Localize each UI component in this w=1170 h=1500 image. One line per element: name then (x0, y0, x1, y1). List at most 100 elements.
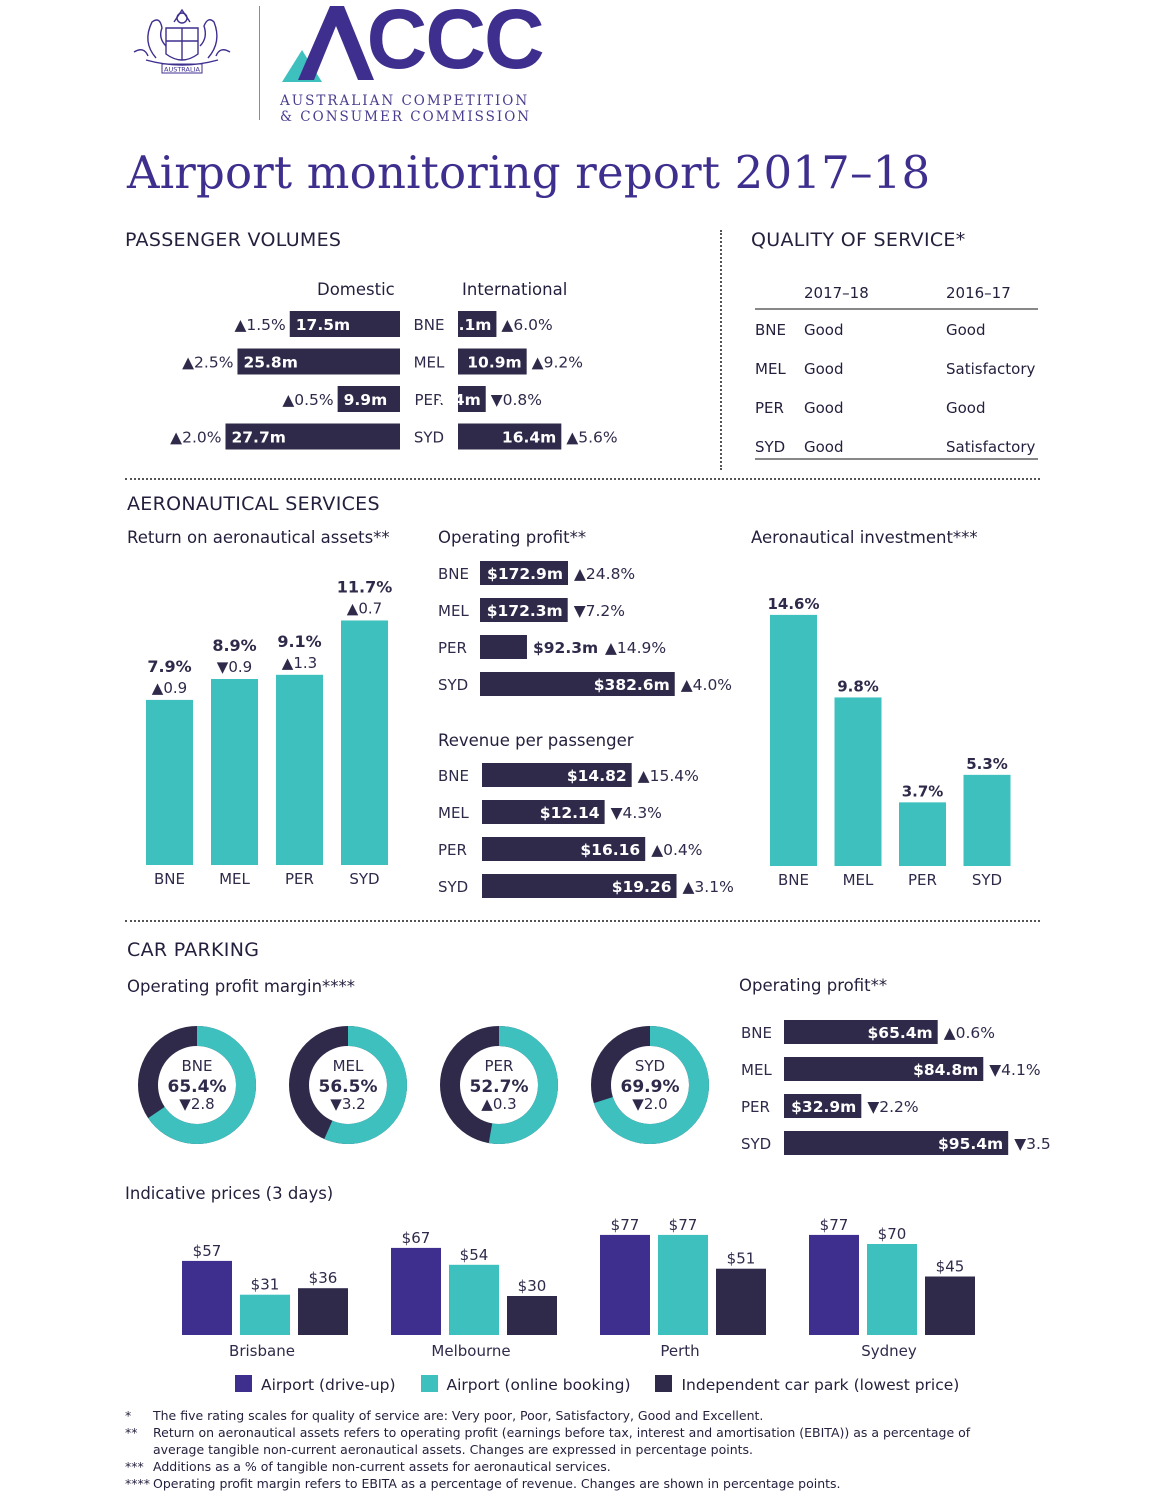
investment-value-label: 14.6% (767, 595, 819, 613)
donut-airport-label: MEL (333, 1057, 364, 1075)
pv-domestic-label: 17.5m (296, 316, 350, 334)
price-value-label: $70 (878, 1225, 907, 1243)
footnote-text: Operating profit margin refers to EBITA … (153, 1476, 841, 1491)
pv-domestic-bar (237, 348, 400, 375)
footnote: average tangible non-current aeronautica… (125, 1441, 1065, 1458)
qos-rating-2017: Good (804, 320, 844, 339)
hbar-value-label: $172.9m (487, 565, 563, 583)
price-bar (391, 1247, 441, 1335)
price-city-label: Perth (660, 1342, 699, 1360)
price-bar (182, 1260, 232, 1335)
price-bar (809, 1234, 859, 1335)
donut-change-label: ▲0.3 (481, 1095, 516, 1113)
hbar-change-label: ▲0.6% (944, 1024, 995, 1042)
hbar-change-label: ▲4.0% (681, 676, 732, 694)
pv-intl-change: ▲6.0% (501, 316, 552, 334)
legend-online: Airport (online booking) (420, 1375, 631, 1394)
hbar-category-label: MEL (438, 804, 469, 822)
hbar-value-label: $84.8m (913, 1061, 978, 1079)
hbar-change-label: ▼2.2% (867, 1098, 918, 1116)
donut-margin-arc (138, 1026, 256, 1144)
pv-domestic-change: ▲0.5% (282, 391, 333, 409)
roa-value-label: 8.9% (212, 636, 256, 655)
crest-label: AUSTRALIA (164, 66, 201, 74)
hbar-category-label: MEL (438, 602, 469, 620)
hbar (480, 598, 568, 622)
price-bar (925, 1276, 975, 1335)
hbar-change-label: ▼4.1% (989, 1061, 1040, 1079)
investment-category-label: PER (908, 871, 937, 889)
investment-value-label: 9.8% (837, 677, 879, 695)
header-divider (259, 6, 260, 120)
hbar-category-label: SYD (438, 676, 468, 694)
quality-table-bottom-rule (755, 458, 1038, 460)
footnote-text: Additions as a % of tangible non-current… (153, 1459, 611, 1474)
legend-label-drive-up: Airport (drive-up) (261, 1376, 396, 1394)
pv-domestic-bar (225, 423, 400, 450)
investment-bar (834, 697, 882, 866)
investment-bar (770, 614, 817, 866)
qos-col-2016: 2016–17 (946, 278, 1038, 310)
price-value-label: $54 (460, 1246, 489, 1264)
footnote-text: Return on aeronautical assets refers to … (153, 1425, 971, 1440)
pv-domestic-change: ▲2.0% (170, 429, 221, 447)
footnote: **** Operating profit margin refers to EB… (125, 1475, 1065, 1492)
price-bar (716, 1268, 766, 1335)
revenue-per-passenger-chart: BNE $14.82 ▲15.4% MEL $12.14 ▼4.3% PER $16.16 ▲0… (438, 763, 734, 898)
price-bar (449, 1264, 499, 1335)
qos-row: MEL Good Satisfactory (755, 349, 1038, 388)
qos-airport: PER (755, 398, 784, 417)
pv-domestic-label: 25.8m (243, 354, 297, 372)
pv-intl-bar (458, 386, 486, 412)
roa-category-label: MEL (219, 870, 250, 888)
margin-title: Operating profit margin**** (127, 977, 356, 996)
price-city-label: Melbourne (431, 1342, 510, 1360)
price-bar (507, 1296, 557, 1335)
footnote-mark: **** (125, 1476, 150, 1491)
price-value-label: $57 (193, 1242, 222, 1260)
legend-independent: Independent car park (lowest price) (655, 1375, 959, 1394)
pv-domestic-bar (289, 311, 400, 337)
hbar-category-label: PER (438, 841, 467, 859)
legend-swatch-drive-up (235, 1375, 252, 1392)
investment-category-label: MEL (843, 871, 874, 889)
investment-value-label: 3.7% (902, 782, 944, 800)
roa-title: Return on aeronautical assets** (127, 528, 390, 547)
legend-drive-up: Airport (drive-up) (235, 1375, 396, 1394)
footnote-mark: * (125, 1408, 132, 1423)
international-label: International (462, 280, 568, 299)
footnote: ** Return on aeronautical assets refers t… (125, 1424, 1065, 1441)
legend-swatch-independent (655, 1375, 673, 1392)
donut-value-label: 65.4% (168, 1077, 227, 1097)
price-value-label: $30 (518, 1277, 547, 1295)
donut-change-label: ▼2.8 (179, 1095, 214, 1113)
pv-intl-label: 16.4m (502, 429, 556, 447)
org-name-line2: & CONSUMER COMMISSION (280, 109, 532, 125)
pv-intl-bar (458, 348, 527, 375)
section-divider-vertical (720, 230, 722, 470)
investment-bar (963, 774, 1011, 866)
hbar (482, 874, 677, 898)
roa-bar (341, 620, 388, 865)
hbar-category-label: BNE (438, 767, 469, 785)
footnote-text: The five rating scales for quality of se… (153, 1408, 764, 1423)
roa-change-label: ▲0.9 (152, 679, 187, 697)
pv-airport-label: PER (415, 391, 444, 409)
pv-intl-label: 4.4m (437, 391, 481, 409)
hbar-change-label: ▲3.1% (683, 878, 734, 896)
govt-crest: AUSTRALIA (126, 8, 238, 80)
pv-intl-bar (458, 423, 562, 450)
price-bar (867, 1244, 917, 1335)
pv-intl-label: 10.9m (467, 354, 521, 372)
qos-rating-2016: Satisfactory (946, 359, 1036, 378)
hbar-change-label: ▼7.2% (574, 602, 625, 620)
roa-category-label: BNE (154, 870, 185, 888)
price-value-label: $31 (251, 1276, 280, 1294)
footnote: * The five rating scales for quality of s… (125, 1407, 1065, 1424)
domestic-label: Domestic (317, 280, 395, 299)
passenger-volumes-chart: 17.5m ▲1.5% BNE 6.1m ▲6.0% 25.8m ▲2.5% MEL 10.9m… (170, 311, 618, 450)
hbar-value-label: $14.82 (567, 767, 627, 785)
footnote: *** Additions as a % of tangible non-curr… (125, 1458, 1065, 1475)
price-value-label: $51 (727, 1250, 756, 1268)
qos-row: SYD Good Satisfactory (755, 427, 1038, 466)
